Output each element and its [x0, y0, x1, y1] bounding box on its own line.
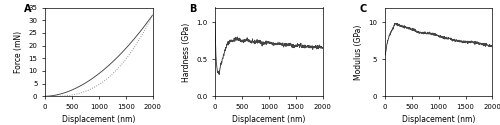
Y-axis label: Modulus (GPa): Modulus (GPa) [354, 24, 362, 80]
X-axis label: Displacement (nm): Displacement (nm) [62, 116, 136, 124]
X-axis label: Displacement (nm): Displacement (nm) [232, 116, 306, 124]
X-axis label: Displacement (nm): Displacement (nm) [402, 116, 475, 124]
Y-axis label: Hardness (GPa): Hardness (GPa) [182, 22, 190, 82]
Text: B: B [189, 4, 196, 14]
Text: C: C [359, 4, 366, 14]
Y-axis label: Force (mN): Force (mN) [14, 31, 23, 73]
Text: A: A [24, 4, 31, 14]
